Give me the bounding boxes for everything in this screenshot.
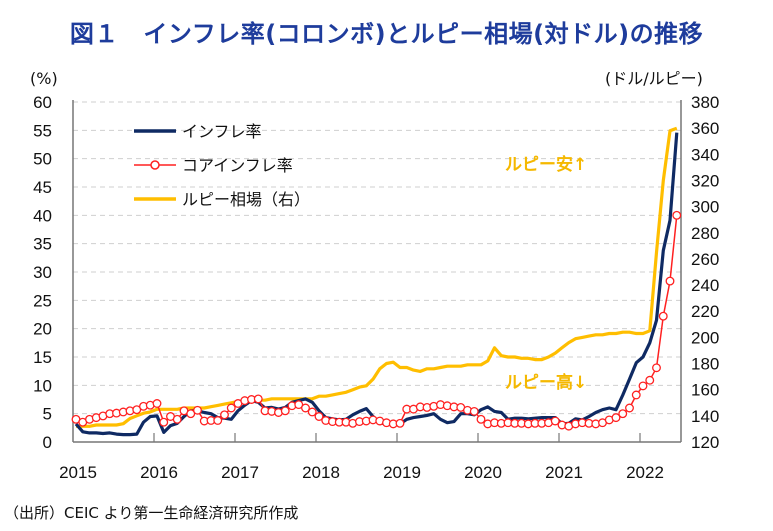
core-inflation-point [645, 375, 655, 385]
right-tick-label: 360 [691, 119, 719, 138]
left-tick-label: 0 [43, 433, 52, 452]
left-tick-label: 25 [33, 291, 52, 310]
right-tick-label: 200 [691, 328, 719, 347]
core-inflation-point [132, 405, 142, 415]
x-tick-label: 2016 [140, 463, 178, 482]
left-tick-label: 30 [33, 263, 52, 282]
x-tick-label: 2017 [221, 463, 259, 482]
core-inflation-point [186, 409, 196, 419]
core-inflation-point [159, 417, 169, 427]
legend-label-core: コアインフレ率 [182, 156, 293, 175]
right-tick-label: 380 [691, 93, 719, 112]
right-tick-label: 300 [691, 198, 719, 217]
core-inflation-point [213, 416, 223, 425]
core-inflation-point [280, 406, 290, 416]
left-tick-label: 10 [33, 376, 52, 395]
left-tick-label: 40 [33, 206, 52, 225]
core-inflation-point [253, 394, 263, 404]
legend-label-rupee: ルピー相場（右） [182, 190, 310, 209]
x-tick-label: 2022 [626, 463, 664, 482]
left-tick-label: 35 [33, 235, 52, 254]
x-tick-label: 2018 [302, 463, 340, 482]
core-inflation-point [672, 210, 682, 220]
right-tick-label: 340 [691, 145, 719, 164]
core-inflation-point [665, 276, 675, 286]
right-tick-label: 260 [691, 250, 719, 269]
core-inflation-point [469, 406, 479, 416]
core-inflation-line [75, 215, 678, 427]
left-tick-label: 20 [33, 320, 52, 339]
right-tick-label: 220 [691, 302, 719, 321]
core-inflation-point [307, 407, 317, 417]
legend-label-headline: インフレ率 [182, 122, 262, 141]
legend: インフレ率 コアインフレ率 ルピー相場（右） [134, 122, 310, 209]
rupee-line [76, 126, 678, 428]
gridlines [73, 101, 681, 415]
left-tick-label: 60 [33, 93, 52, 112]
source-note: （出所）CEIC より第一生命経済研究所作成 [4, 504, 299, 522]
x-tick-label: 2020 [464, 463, 502, 482]
right-tick-label: 140 [691, 407, 719, 426]
right-tick-label: 180 [691, 355, 719, 374]
chart-title: 図１ インフレ率(コロンボ)とルピー相場(対ドル)の推移 [69, 20, 704, 48]
core-inflation-point [476, 414, 486, 424]
series-group [71, 126, 682, 437]
core-inflation-point [220, 410, 229, 420]
core-inflation-point [631, 390, 641, 400]
left-axis-unit: (%) [30, 69, 58, 88]
x-tick-label: 2019 [383, 463, 421, 482]
core-inflation-point [172, 414, 182, 424]
right-tick-label: 280 [691, 224, 719, 243]
legend-marker-core [150, 160, 160, 170]
x-tick-label: 2015 [59, 463, 97, 482]
core-inflation-point [152, 399, 162, 408]
core-inflation-point [611, 413, 621, 423]
left-tick-label: 45 [33, 178, 52, 197]
core-inflation-point [314, 412, 324, 421]
x-tick-label: 2021 [545, 463, 583, 482]
right-tick-label: 120 [691, 433, 719, 452]
core-inflation-point [618, 409, 628, 419]
core-inflation-point [550, 416, 560, 426]
core-inflation-point [638, 381, 648, 391]
core-inflation-point [625, 403, 634, 413]
annotation-rupee-strong: ルピー高↓ [505, 372, 587, 393]
core-inflation-point [294, 400, 304, 410]
left-tick-label: 55 [33, 121, 52, 140]
core-inflation-point [658, 311, 668, 321]
core-inflation-point [193, 405, 202, 415]
annotation-rupee-weak: ルピー安↑ [505, 154, 587, 175]
right-axis-unit: (ドル/ルピー) [605, 69, 703, 88]
core-inflation-point [226, 403, 236, 413]
right-tick-label: 240 [691, 276, 719, 295]
core-inflation-point [395, 418, 405, 428]
core-inflation-point [652, 363, 661, 373]
left-tick-label: 50 [33, 150, 52, 169]
core-inflation-point [301, 403, 310, 413]
left-tick-label: 15 [33, 348, 52, 367]
axes: 0 5 10 15 20 25 30 35 40 45 50 55 60 120 140 160 180 200 2… [33, 93, 719, 482]
right-tick-label: 320 [691, 171, 719, 190]
left-tick-label: 5 [43, 405, 52, 424]
right-tick-label: 160 [691, 381, 719, 400]
